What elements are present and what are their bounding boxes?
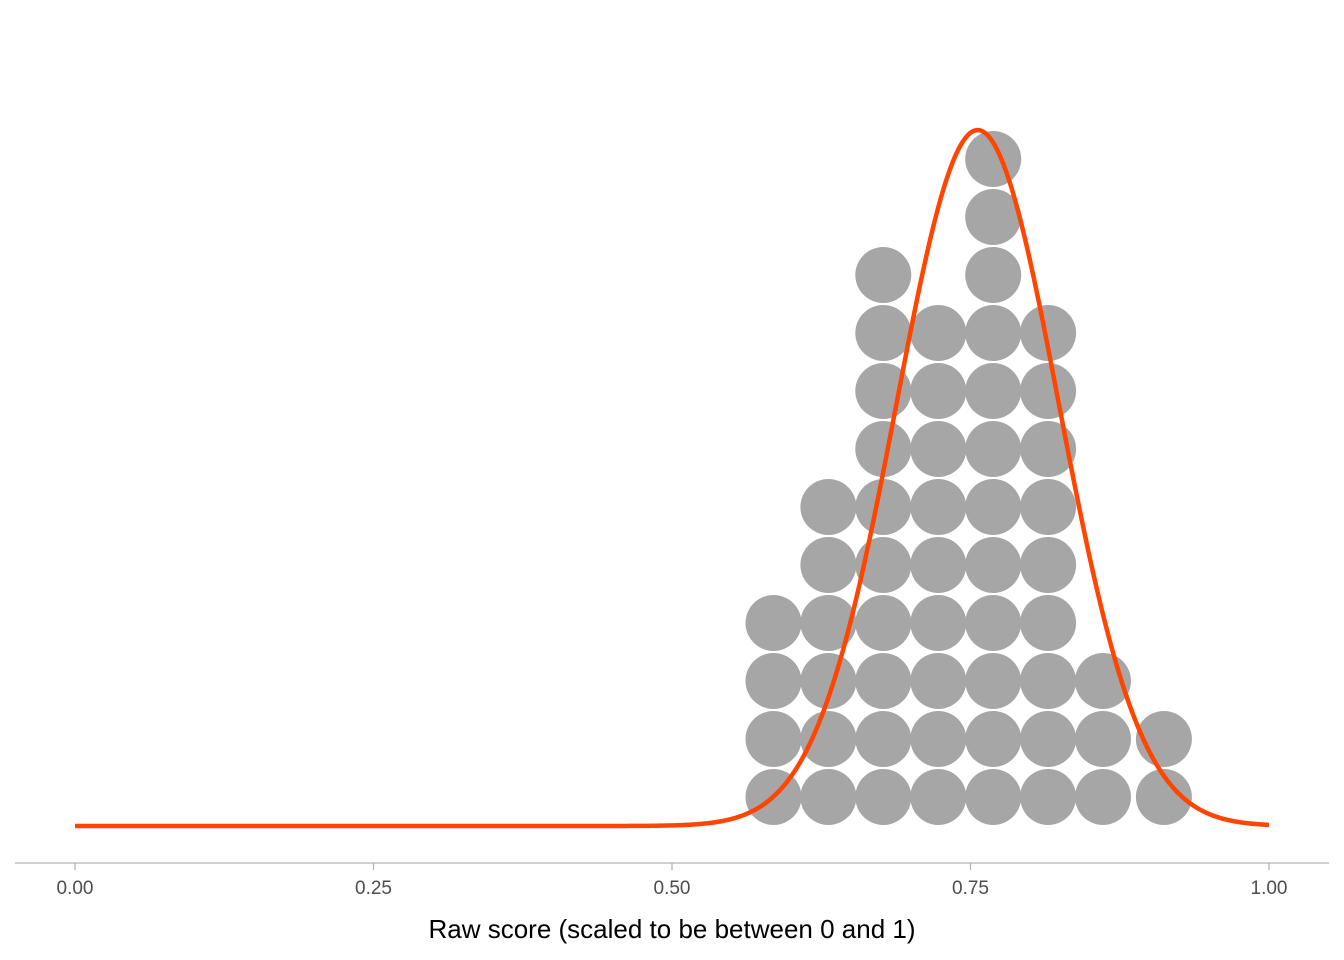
dot-point [1020, 769, 1077, 825]
dot-point [800, 653, 857, 709]
dot-point [910, 421, 967, 477]
dot-point [965, 711, 1022, 767]
dot-point [1020, 711, 1077, 767]
dot-point [965, 363, 1022, 419]
x-axis-title: Raw score (scaled to be between 0 and 1) [428, 914, 915, 944]
dot-point [1020, 537, 1077, 593]
dot-point [800, 595, 857, 651]
dot-point [910, 363, 967, 419]
dot-point [745, 711, 802, 767]
dot-point [855, 595, 912, 651]
dot-point [1020, 653, 1077, 709]
dot-point [965, 653, 1022, 709]
dot-point [855, 711, 912, 767]
x-axis-ticks: 0.00 0.25 0.50 0.75 1.00 [57, 863, 1288, 899]
dot-point [1020, 363, 1077, 419]
dot-point [1020, 479, 1077, 535]
dot-point [910, 305, 967, 361]
dot-point [1075, 769, 1131, 825]
dot-point [745, 653, 802, 709]
x-tick-label: 1.00 [1251, 878, 1288, 899]
dot-point [965, 537, 1022, 593]
dot-point [1075, 711, 1131, 767]
dot-point [965, 595, 1022, 651]
dot-point [800, 769, 857, 825]
dot-point [855, 247, 912, 303]
dot-point [800, 537, 857, 593]
dot-point [855, 421, 912, 477]
dot-point [1135, 769, 1192, 825]
dot-point [965, 479, 1022, 535]
x-tick-label: 0.00 [57, 878, 94, 899]
dot-point [965, 769, 1022, 825]
dot-point [910, 769, 967, 825]
dot-point [910, 711, 967, 767]
dot-point [910, 479, 967, 535]
dot-point [965, 421, 1022, 477]
dot-point [1020, 595, 1077, 651]
curve-layer [75, 127, 1270, 829]
density-curve [75, 127, 1270, 829]
x-tick-label: 0.75 [952, 878, 989, 899]
dot-point [910, 537, 967, 593]
dot-point [745, 595, 802, 651]
dot-point [1020, 305, 1077, 361]
dot-point [855, 479, 912, 535]
dot-point [800, 711, 857, 767]
dot-point [910, 595, 967, 651]
dot-point [965, 189, 1022, 245]
dot-point [910, 653, 967, 709]
dot-point [1020, 421, 1077, 477]
dot-point [965, 305, 1022, 361]
dots-layer [745, 131, 1192, 825]
dot-point [855, 769, 912, 825]
dot-point [800, 479, 857, 535]
x-tick-label: 0.25 [355, 878, 392, 899]
dot-point [855, 653, 912, 709]
dot-point [855, 305, 912, 361]
dot-point [965, 247, 1022, 303]
x-tick-label: 0.50 [654, 878, 691, 899]
